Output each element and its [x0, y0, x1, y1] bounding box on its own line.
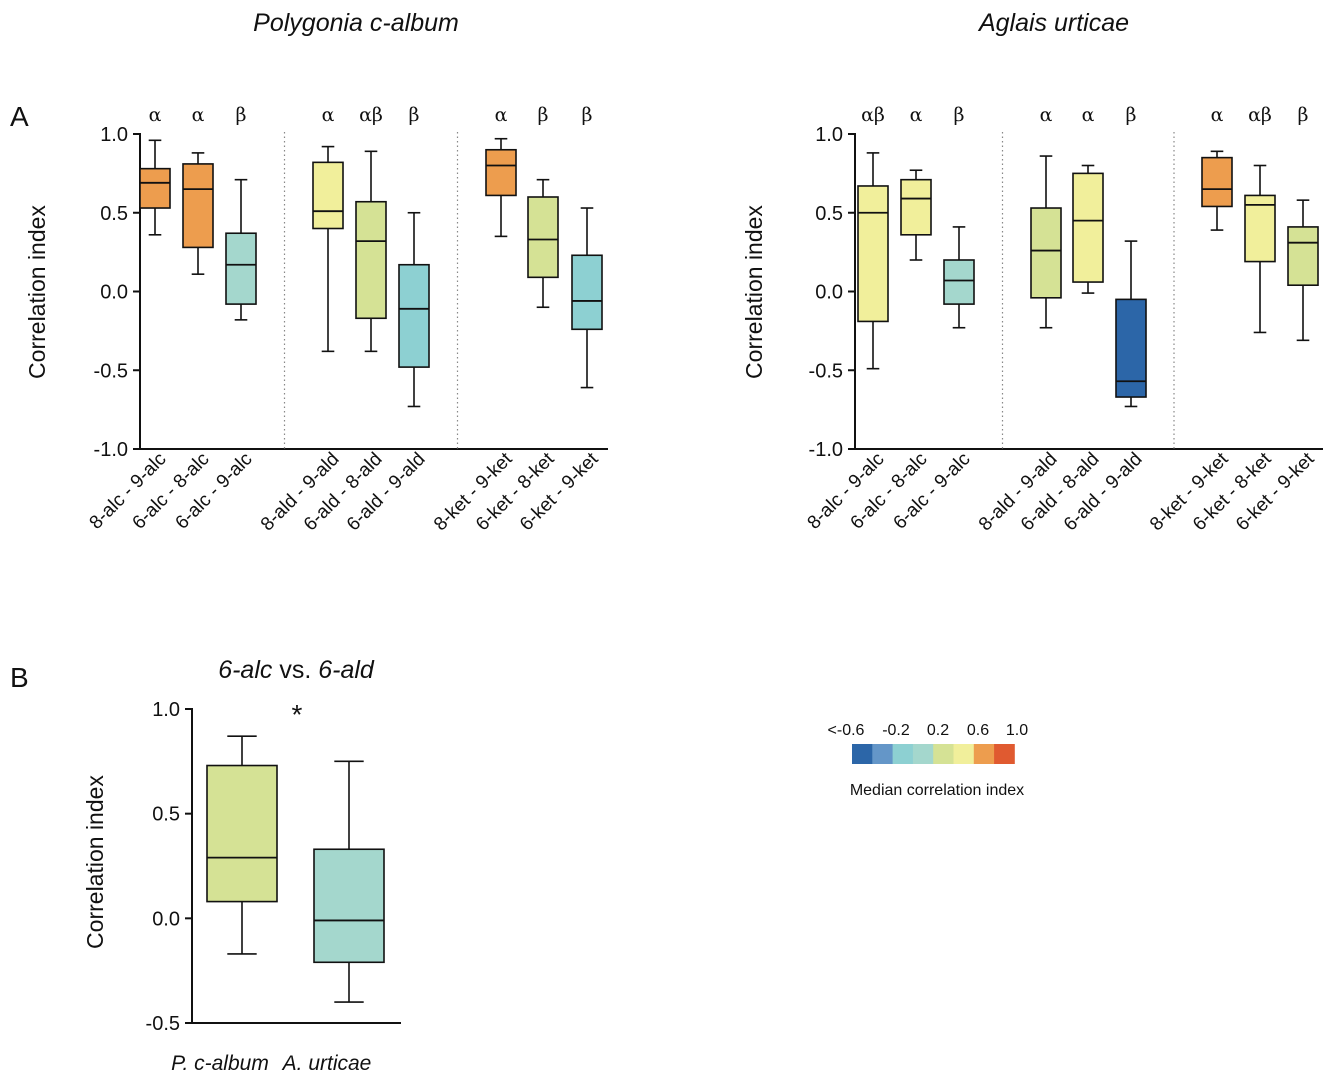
- chart-3-box: [206, 764, 278, 903]
- chart-1-box: [182, 163, 214, 249]
- chart-1-y-tick-label: 0.5: [100, 203, 128, 225]
- chart-2-group-letter: α: [1082, 104, 1095, 126]
- chart-1-y-tick-label: 0.0: [100, 282, 128, 304]
- chart-1-box: [139, 167, 171, 209]
- chart-2-group-letter: β: [1298, 104, 1309, 126]
- chart-3-category-label: P. c-album: [171, 1052, 269, 1075]
- chart-3-y-tick-label: 0.5: [152, 804, 180, 826]
- chart-1-group-letter: β: [582, 104, 593, 126]
- chart-2-y-tick-label: 0.5: [815, 203, 843, 225]
- chart-2-y-axis-label: Correlation index: [741, 205, 767, 379]
- chart-3-y-tick-label: -0.5: [146, 1013, 180, 1035]
- legend-swatch: [953, 744, 975, 764]
- chart-1-group-letter: β: [409, 104, 420, 126]
- chart-1-group-letter: α: [322, 104, 335, 126]
- chart-1-group-letter: α: [149, 104, 162, 126]
- color-legend: Median correlation index <-0.6 -0.2 0.2 0.6…: [828, 722, 1029, 799]
- chart-3-title-part-2: vs.: [272, 656, 318, 684]
- legend-swatch: [872, 744, 893, 764]
- chart-2-y-tick-label: -1.0: [809, 439, 843, 461]
- chart-2-group-letter: α: [910, 104, 923, 126]
- legend-swatch: [933, 744, 954, 764]
- chart-3-title: 6-alc vs. 6-ald: [218, 656, 375, 684]
- chart-2-box: [1244, 194, 1276, 263]
- chart-2-box: [900, 178, 932, 236]
- chart-2-y-tick-label: -0.5: [809, 360, 843, 382]
- legend-title: Median correlation index: [850, 782, 1024, 799]
- chart-2-box: [1201, 156, 1233, 208]
- legend-swatch: [994, 744, 1015, 764]
- legend-tick-label: 0.2: [927, 722, 949, 739]
- chart-3-title-part-3: 6-ald: [318, 656, 375, 684]
- legend-swatch: [912, 744, 934, 764]
- chart-3-y-tick-label: 1.0: [152, 699, 180, 721]
- chart-1-title: Polygonia c-album: [253, 9, 459, 37]
- chart-1-y-tick-label: -0.5: [94, 360, 128, 382]
- chart-2-y-tick-label: 1.0: [815, 124, 843, 146]
- chart-1-box: [225, 232, 257, 305]
- chart-2-box: [857, 185, 889, 323]
- chart-2-group-letter: αβ: [861, 104, 885, 126]
- legend-tick-label: 1.0: [1006, 722, 1028, 739]
- chart-3-title-part-1: 6-alc: [218, 656, 273, 684]
- chart-2-box: [1287, 226, 1319, 287]
- chart-2-title: Aglais urticae: [977, 9, 1129, 37]
- legend-tick-label: 0.6: [967, 722, 989, 739]
- chart-3-box: [313, 848, 385, 964]
- chart-2-group-letter: β: [1126, 104, 1137, 126]
- chart-1-box: [312, 161, 344, 230]
- chart-1-y-axis-label: Correlation index: [24, 205, 50, 379]
- legend-swatch: [973, 744, 995, 764]
- chart-2-y-tick-label: 0.0: [815, 282, 843, 304]
- chart-1-box: [485, 148, 517, 197]
- chart-1-group-letter: β: [236, 104, 247, 126]
- chart-1-group-letter: β: [538, 104, 549, 126]
- chart-2-group-letter: α: [1211, 104, 1224, 126]
- chart-3-y-axis-label: Correlation index: [82, 775, 108, 949]
- chart-1-box: [571, 254, 603, 331]
- chart-2-group-letter: α: [1040, 104, 1053, 126]
- panel-a-label: A: [10, 101, 29, 132]
- panel-b-label: B: [10, 662, 29, 693]
- chart-1-y-tick-label: 1.0: [100, 124, 128, 146]
- chart-3-y-tick-label: 0.0: [152, 908, 180, 930]
- chart-1-box: [398, 263, 430, 368]
- chart-1-y-tick-label: -1.0: [94, 439, 128, 461]
- legend-tick-label: -0.2: [882, 722, 910, 739]
- chart-3-plot: 1.0 0.5 0.0 -0.5 P. c-album A. urticae: [146, 699, 401, 1075]
- legend-swatch: [892, 744, 914, 764]
- chart-1-group-letter: α: [192, 104, 205, 126]
- chart-1-group-letter: αβ: [359, 104, 383, 126]
- chart-1-box: [355, 200, 387, 320]
- chart-1-box: [527, 196, 559, 279]
- chart-2-box: [943, 259, 975, 305]
- chart-1-group-letter: α: [495, 104, 508, 126]
- chart-2-group-letter: β: [954, 104, 965, 126]
- chart-2-group-letter: αβ: [1248, 104, 1272, 126]
- legend-swatch: [852, 744, 873, 764]
- chart-2-box: [1115, 298, 1147, 398]
- legend-tick-label: <-0.6: [828, 722, 865, 739]
- significance-star: *: [292, 699, 303, 730]
- chart-3-category-label: A. urticae: [281, 1052, 372, 1075]
- chart-2-box: [1072, 172, 1104, 283]
- chart-2-box: [1030, 207, 1062, 299]
